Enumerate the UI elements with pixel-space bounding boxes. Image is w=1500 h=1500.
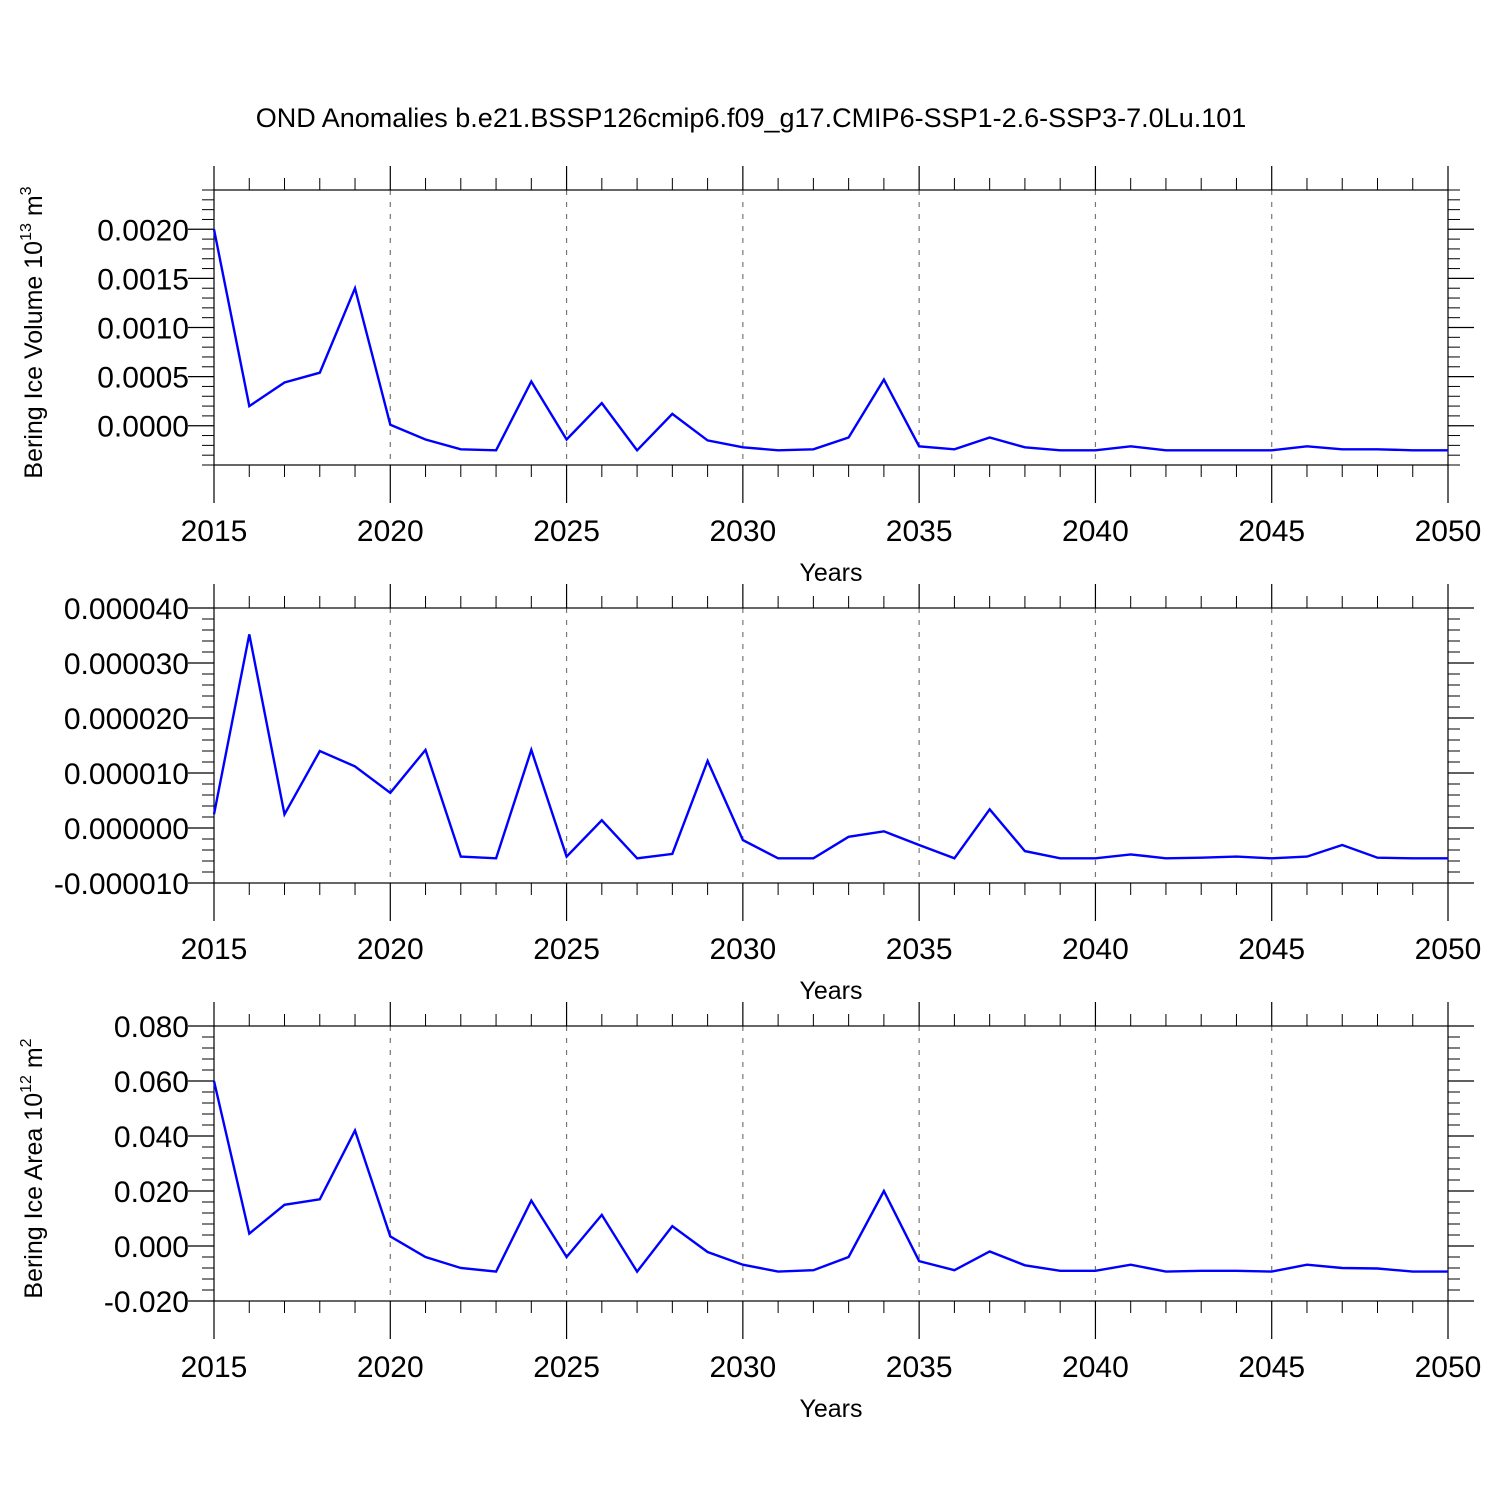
series-line xyxy=(212,229,1448,453)
y-tick-label: -0.020 xyxy=(104,1286,189,1319)
y-tick-label: 0.040 xyxy=(114,1121,189,1154)
x-tick-label: 2025 xyxy=(533,1351,600,1384)
x-tick-label: 2045 xyxy=(1238,1351,1305,1384)
chart-panel-3: 2015 2020 2025 2030 2035 2040 2045 2050 -0.020 0.… xyxy=(18,1002,1481,1423)
x-tick-label: 2050 xyxy=(1415,515,1482,548)
x-tick-label: 2045 xyxy=(1238,933,1305,966)
y-tick-label: 0.000020 xyxy=(64,703,189,736)
y-tick-label: 0.0005 xyxy=(97,362,189,395)
x-tick-label: 2020 xyxy=(357,933,424,966)
y-tick-label: -0.000010 xyxy=(54,868,189,901)
y-tick-label: 0.020 xyxy=(114,1176,189,1209)
chart-panel-1: 2015 2020 2025 2030 2035 2040 2045 2050 0.0000 0.… xyxy=(18,166,1481,587)
y-tick-label: 0.080 xyxy=(114,1011,189,1044)
x-axis-label: Years xyxy=(799,977,862,1005)
x-tick-label: 2025 xyxy=(533,933,600,966)
y-tick-label: 0.000010 xyxy=(64,758,189,791)
y-tick-label: 0.000 xyxy=(114,1231,189,1264)
x-axis-label: Years xyxy=(799,559,862,587)
x-tick-label: 2030 xyxy=(709,515,776,548)
x-tick-label: 2020 xyxy=(357,515,424,548)
y-tick-label: 0.0000 xyxy=(97,411,189,444)
y-axis-label: Bering Ice Volume 1013 m3 xyxy=(18,186,48,478)
x-tick-label: 2015 xyxy=(181,933,248,966)
y-tick-label: 0.0015 xyxy=(97,263,189,296)
chart-title: OND Anomalies b.e21.BSSP126cmip6.f09_g17… xyxy=(256,103,1247,133)
y-tick-label: 0.060 xyxy=(114,1066,189,1099)
x-tick-label: 2035 xyxy=(886,1351,953,1384)
x-tick-label: 2015 xyxy=(181,1351,248,1384)
series-line xyxy=(212,634,1448,860)
x-tick-label: 2040 xyxy=(1062,515,1129,548)
x-tick-label: 2015 xyxy=(181,515,248,548)
y-axis-label: Bering Ice Area 1012 m2 xyxy=(18,1038,48,1298)
y-tick-label: 0.000000 xyxy=(64,813,189,846)
x-tick-label: 2035 xyxy=(886,515,953,548)
x-tick-label: 2020 xyxy=(357,1351,424,1384)
y-tick-label: 0.0020 xyxy=(97,214,189,247)
chart-panels: 2015 2020 2025 2030 2035 2040 2045 2050 0.0000 0.… xyxy=(18,166,1481,1423)
x-tick-label: 2040 xyxy=(1062,933,1129,966)
y-tick-label: 0.000030 xyxy=(64,648,189,681)
plot-frame xyxy=(213,607,1449,884)
x-tick-label: 2030 xyxy=(709,933,776,966)
x-tick-label: 2030 xyxy=(709,1351,776,1384)
series-line xyxy=(212,1080,1448,1274)
x-tick-label: 2050 xyxy=(1415,933,1482,966)
y-tick-label: 0.000040 xyxy=(64,593,189,626)
x-tick-label: 2025 xyxy=(533,515,600,548)
y-tick-label: 0.0010 xyxy=(97,313,189,346)
plot-frame xyxy=(213,1025,1449,1302)
chart-panel-2: 2015 2020 2025 2030 2035 2040 2045 2050 -0.00001… xyxy=(54,584,1482,1005)
x-tick-label: 2045 xyxy=(1238,515,1305,548)
x-tick-label: 2035 xyxy=(886,933,953,966)
plot-frame xyxy=(213,189,1449,466)
x-axis-label: Years xyxy=(799,1395,862,1423)
x-tick-label: 2050 xyxy=(1415,1351,1482,1384)
x-tick-label: 2040 xyxy=(1062,1351,1129,1384)
